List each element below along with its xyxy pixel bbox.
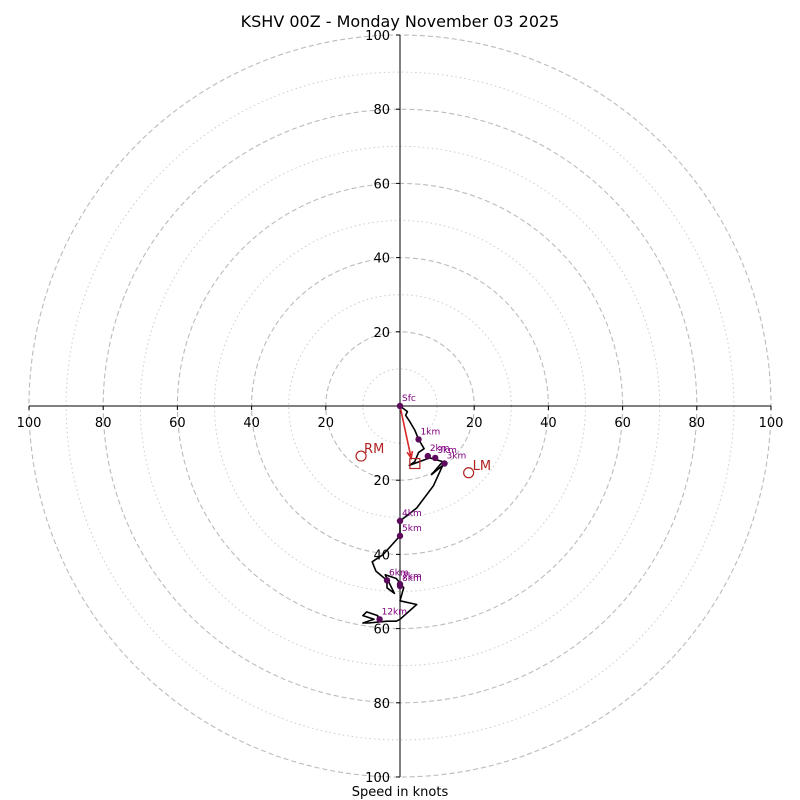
height-marker-label: 12km <box>382 607 407 617</box>
storm-motion: RM LM <box>355 405 491 479</box>
y-tick-label: 80 <box>373 697 390 712</box>
height-marker-label: 1km <box>421 427 441 437</box>
height-marker-label: 3km <box>437 446 457 456</box>
height-marker-dot <box>376 616 383 623</box>
x-tick-label: 60 <box>169 416 186 431</box>
x-tick-label: 40 <box>540 416 557 431</box>
height-marker-label: 3km <box>447 452 467 462</box>
y-tick-label: 80 <box>373 103 390 118</box>
x-tick-label: 80 <box>689 416 706 431</box>
rm-label: RM <box>364 442 384 457</box>
height-marker-dot <box>441 460 448 467</box>
height-marker-label: 6km <box>389 568 409 578</box>
y-tick-label: 100 <box>365 29 390 44</box>
height-marker-label: 2km <box>430 444 450 454</box>
x-tick-label: 20 <box>466 416 483 431</box>
height-marker-dot <box>396 532 404 540</box>
height-marker-label: 4km <box>402 509 422 519</box>
height-marker-dot <box>396 402 404 410</box>
lm-marker <box>463 467 475 479</box>
height-marker-label: Sfc <box>402 394 416 404</box>
x-tick-label: 100 <box>759 416 784 431</box>
x-tick-label: 60 <box>614 416 631 431</box>
height-marker-dot <box>415 436 422 443</box>
height-marker-label: 7km <box>402 572 422 582</box>
y-tick-label: 60 <box>373 177 390 192</box>
y-tick-label: 60 <box>373 623 390 638</box>
rm-marker <box>355 450 367 462</box>
y-tick-label: 100 <box>365 771 390 786</box>
chart-title: KSHV 00Z - Monday November 03 2025 <box>241 12 560 31</box>
height-marker-label: 8km <box>402 574 422 584</box>
x-tick-label: 80 <box>95 416 112 431</box>
height-marker-dot <box>432 454 439 462</box>
y-tick-label: 40 <box>373 252 390 267</box>
x-tick-label: 100 <box>17 416 42 431</box>
wind-trace-line <box>362 405 444 624</box>
height-marker-dot <box>383 577 391 584</box>
height-marker-dot <box>396 517 404 525</box>
y-tick-label: 20 <box>373 474 390 489</box>
lm-label: LM <box>473 459 491 474</box>
mean-wind-marker <box>409 457 421 470</box>
wind-trace <box>362 405 444 624</box>
height-marker-label: 5km <box>402 524 422 534</box>
x-axis-label: Speed in knots <box>352 785 449 800</box>
height-marker-dot <box>424 452 432 460</box>
axis-ticks: 1001008080606040402020202040406060808010… <box>17 29 784 786</box>
storm-motion-vector <box>399 405 412 459</box>
x-tick-label: 40 <box>243 416 260 431</box>
y-tick-label: 20 <box>373 326 390 341</box>
height-marker-dot <box>396 582 404 590</box>
x-tick-label: 20 <box>318 416 335 431</box>
